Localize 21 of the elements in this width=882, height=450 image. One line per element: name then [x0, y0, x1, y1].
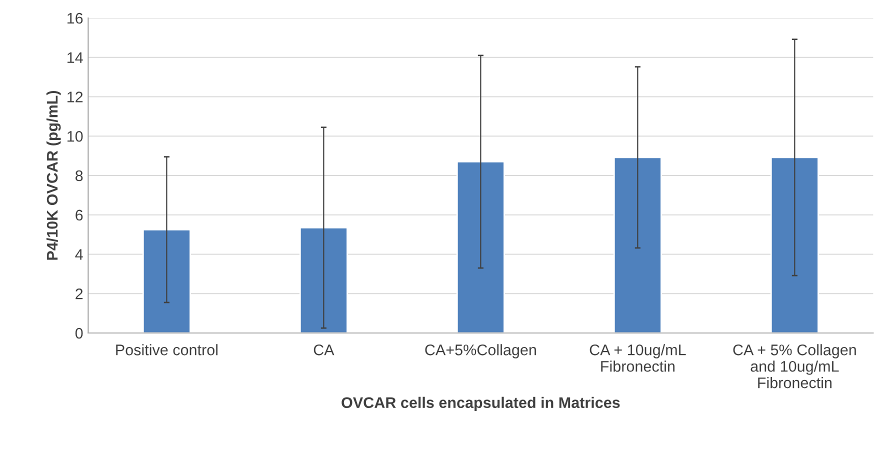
y-tick-label: 8: [76, 170, 83, 182]
x-tick-label: CA+5%Collagen: [425, 344, 536, 358]
bar: [456, 161, 505, 333]
y-tick-label: 10: [68, 130, 83, 142]
y-tick-label: 14: [68, 52, 83, 63]
y-tick-label: 16: [68, 12, 83, 24]
x-tick-label: CA + 10ug/mL Fibronectin: [590, 344, 686, 372]
bar: [142, 228, 191, 333]
y-tick-label: 0: [75, 328, 83, 339]
y-tick-label: 4: [75, 249, 83, 260]
y-tick-label: 2: [76, 288, 83, 300]
bar: [770, 156, 819, 333]
y-tick-label: 6: [76, 210, 83, 221]
bar: [299, 226, 348, 333]
bar: [613, 156, 662, 333]
x-axis-title: OVCAR cells encapsulated in Matrices: [342, 396, 620, 412]
x-tick-label: CA: [314, 344, 334, 356]
y-tick-label: 12: [68, 92, 83, 102]
x-tick-label: CA + 5% Collagen and 10ug/mL Fibronectin: [733, 344, 856, 388]
y-axis-title: P4/10K OVCAR (pg/mL): [46, 90, 61, 260]
x-tick-label: Positive control: [116, 344, 218, 356]
